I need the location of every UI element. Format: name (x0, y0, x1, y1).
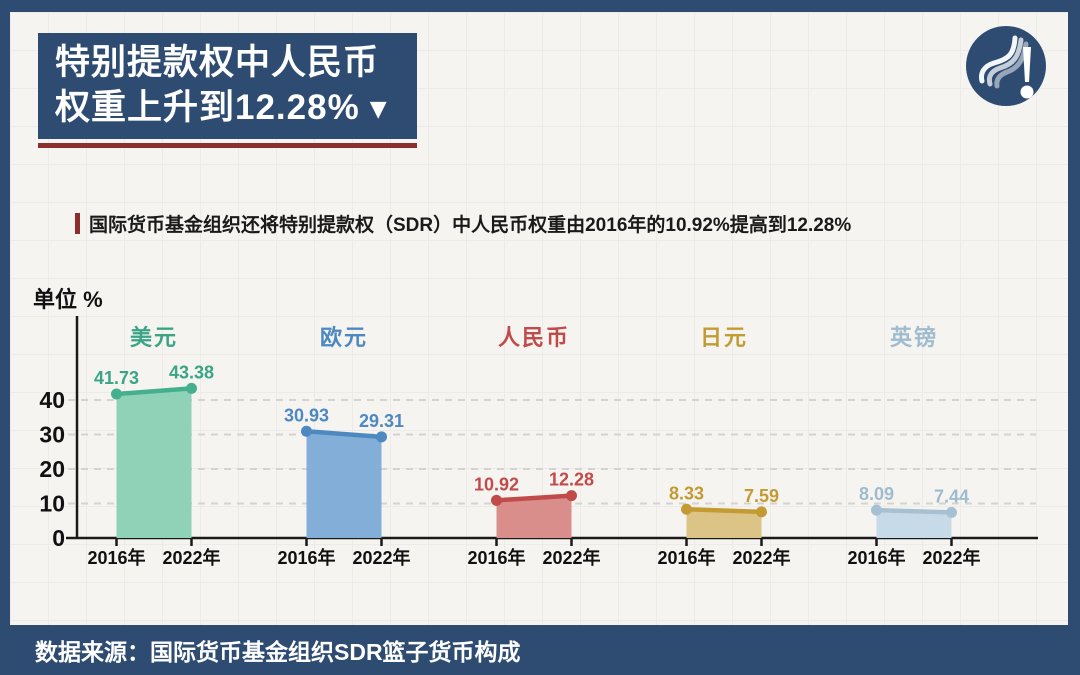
y-tick-label: 10 (39, 491, 65, 517)
series-dot-2016 (681, 503, 692, 515)
series-dot-2022 (566, 490, 577, 502)
series-name-label: 欧元 (320, 325, 368, 350)
x-tick-label: 2022年 (542, 547, 600, 568)
series-area (876, 510, 952, 538)
value-label-2022: 29.31 (359, 411, 404, 431)
series-dot-2022 (756, 506, 767, 518)
dropdown-arrow-icon: ▼ (369, 97, 388, 122)
series-group-0: 41.73 43.38 美元 2016年 2022年 (87, 325, 220, 568)
title-underline (38, 143, 417, 148)
x-tick-label: 2016年 (467, 547, 525, 568)
y-tick-label: 0 (52, 525, 65, 551)
x-tick-label: 2016年 (277, 547, 335, 568)
title-line-2-text: 权重上升到12.28% (55, 88, 360, 127)
x-tick-label: 2022年 (162, 547, 220, 568)
value-label-2022: 7.59 (744, 486, 779, 506)
series-dot-2022 (946, 506, 957, 518)
value-label-2016: 8.09 (859, 484, 894, 504)
series-group-3: 8.33 7.59 日元 2016年 2022年 (657, 325, 790, 568)
x-tick-label: 2016年 (87, 547, 145, 568)
series-name-label: 人民币 (498, 325, 570, 350)
y-tick-label: 40 (39, 387, 65, 413)
series-name-label: 美元 (130, 325, 178, 350)
y-tick-label: 30 (39, 422, 65, 448)
x-tick-label: 2022年 (732, 547, 790, 568)
value-label-2022: 43.38 (169, 362, 214, 382)
series-trend-line (116, 386, 192, 397)
brand-logo (965, 25, 1047, 112)
series-dot-2016 (871, 504, 882, 516)
x-tick-label: 2016年 (847, 547, 905, 568)
series-name-label: 英镑 (890, 325, 938, 350)
title-line-2: 权重上升到12.28% ▼ (55, 85, 417, 132)
series-area (686, 509, 762, 538)
value-label-2022: 7.44 (934, 486, 969, 506)
value-label-2016: 8.33 (669, 483, 704, 503)
series-trend-line (686, 507, 762, 515)
series-name-label: 日元 (700, 325, 748, 350)
value-label-2016: 10.92 (474, 474, 519, 494)
value-label-2016: 41.73 (94, 368, 139, 388)
series-group-2: 10.92 12.28 人民币 2016年 2022年 (467, 325, 600, 568)
series-group-4: 8.09 7.44 英镑 2016年 2022年 (847, 325, 980, 568)
canvas-background: 特别提款权中人民币 权重上升到12.28% ▼ 国际货币基金组织还将特别提款权（S… (10, 12, 1068, 625)
y-tick-label: 20 (39, 456, 65, 482)
series-trend-line (876, 507, 952, 515)
unit-label: 单位 % (33, 287, 103, 312)
series-area (116, 388, 192, 538)
brand-logo-icon (966, 26, 1046, 106)
series-area (306, 431, 382, 538)
series-dot-2016 (111, 388, 122, 400)
value-label-2022: 12.28 (549, 470, 594, 490)
series-dot-2016 (491, 494, 502, 506)
series-trend-line (496, 493, 572, 503)
series-area (496, 495, 572, 538)
series-group-1: 30.93 29.31 欧元 2016年 2022年 (277, 325, 410, 568)
series-dot-2022 (376, 431, 387, 443)
x-tick-label: 2022年 (922, 547, 980, 568)
series-dot-2022 (186, 382, 197, 394)
series-trend-line (306, 429, 382, 440)
subtitle-text: 国际货币基金组织还将特别提款权（SDR）中人民币权重由2016年的10.92%提… (89, 215, 852, 236)
subtitle-accent-bar (75, 213, 80, 234)
x-tick-label: 2022年 (352, 547, 410, 568)
title-banner: 特别提款权中人民币 权重上升到12.28% ▼ (38, 33, 417, 139)
data-source-text: 数据来源：国际货币基金组织SDR篮子货币构成 (35, 639, 521, 665)
subtitle-row: 国际货币基金组织还将特别提款权（SDR）中人民币权重由2016年的10.92%提… (75, 210, 851, 237)
value-label-2016: 30.93 (284, 405, 329, 425)
footer-bar: 数据来源：国际货币基金组织SDR篮子货币构成 (0, 625, 1080, 675)
series-dot-2016 (301, 425, 312, 437)
x-tick-label: 2016年 (657, 547, 715, 568)
title-line-1: 特别提款权中人民币 (55, 43, 380, 82)
